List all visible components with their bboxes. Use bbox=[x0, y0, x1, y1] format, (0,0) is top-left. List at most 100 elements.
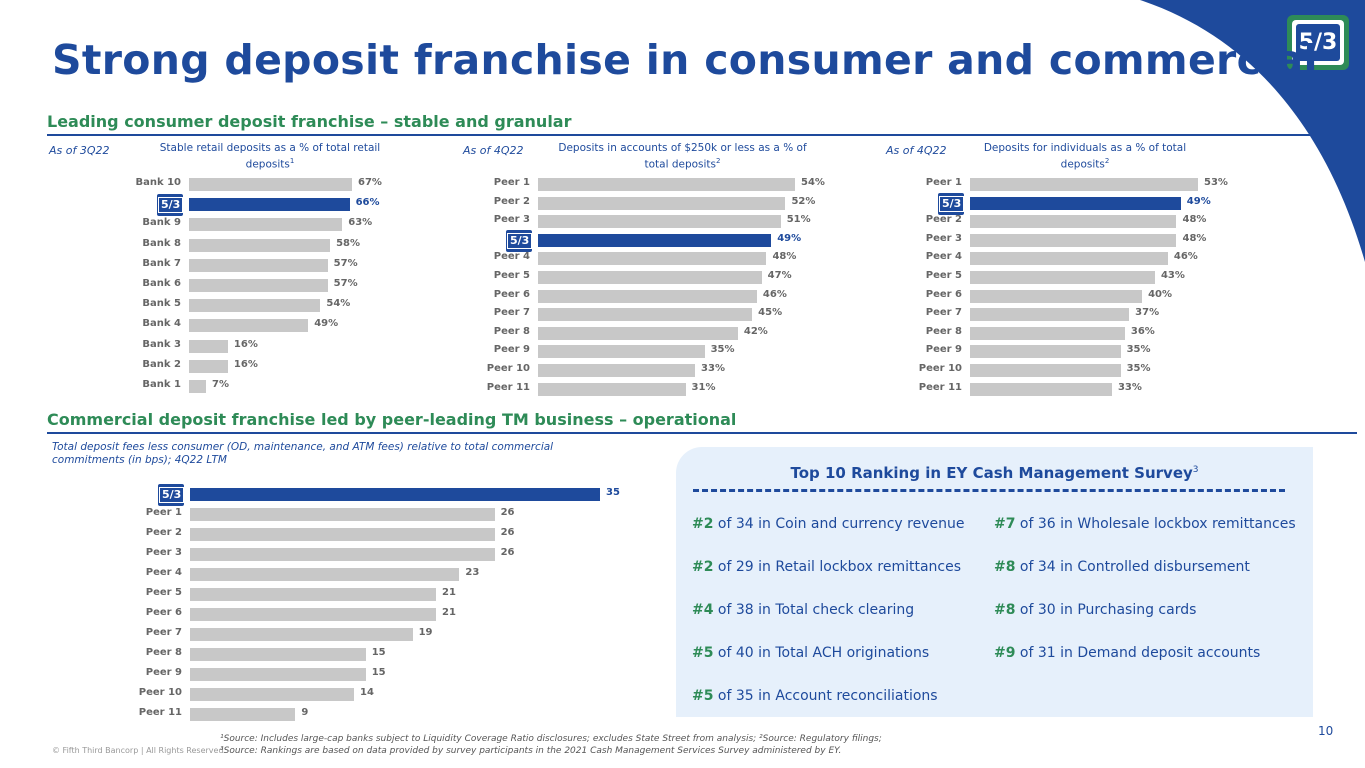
bar bbox=[538, 215, 781, 229]
survey-left-item: #5 of 40 in Total ACH originations bbox=[692, 645, 930, 661]
fifth-third-logo-icon: 5/3 bbox=[158, 484, 185, 506]
bar-value-label: 31% bbox=[691, 381, 716, 393]
bar bbox=[538, 345, 705, 359]
bar bbox=[189, 258, 328, 272]
bar-label: Peer 4 bbox=[925, 251, 962, 263]
page-number: 10 bbox=[1318, 724, 1334, 738]
bar bbox=[190, 688, 354, 701]
survey-left-item: #4 of 38 in Total check clearing bbox=[692, 602, 915, 618]
bar-label: Peer 3 bbox=[493, 214, 530, 226]
fifth-third-logo: 5/3 bbox=[1287, 15, 1349, 70]
bar-label: Peer 4 bbox=[493, 251, 530, 263]
bar-label: Bank 7 bbox=[142, 257, 181, 269]
bar bbox=[970, 326, 1125, 340]
bar-label: Bank 5 bbox=[142, 298, 181, 310]
commercial-section-rule bbox=[47, 432, 1357, 434]
bar bbox=[970, 289, 1143, 303]
chart2-as-of: As of 4Q22 bbox=[463, 144, 524, 157]
bar-value-label: 23 bbox=[465, 567, 480, 578]
bar-label: Peer 2 bbox=[925, 214, 962, 226]
bar-label: Peer 11 bbox=[138, 707, 182, 718]
bar bbox=[970, 178, 1198, 191]
bar-value-label: 16% bbox=[233, 358, 258, 370]
bar-label: Bank 10 bbox=[135, 177, 181, 188]
bar-label: Bank 4 bbox=[142, 318, 181, 330]
bar-label: Peer 8 bbox=[493, 325, 530, 337]
bar-label: Bank 9 bbox=[142, 217, 181, 229]
bar-label: Peer 10 bbox=[918, 363, 962, 374]
bar bbox=[189, 178, 352, 191]
bar-value-label: 35% bbox=[1126, 344, 1151, 356]
bar-value-label: 33% bbox=[1117, 381, 1142, 393]
chart3-subtitle: Deposits for individuals as a % of total… bbox=[983, 142, 1187, 171]
bar-label: Peer 3 bbox=[145, 547, 182, 558]
bar-label: Peer 9 bbox=[493, 344, 530, 356]
bar-label: Peer 1 bbox=[493, 177, 530, 188]
fifth-third-logo-icon: 5/3 bbox=[157, 194, 184, 217]
bar-value-label: 54% bbox=[326, 298, 351, 310]
fifth-third-logo-icon: 5/3 bbox=[938, 192, 965, 215]
survey-right-item: #9 of 31 in Demand deposit accounts bbox=[994, 645, 1261, 661]
bar-label: Peer 8 bbox=[925, 325, 962, 337]
bar bbox=[189, 279, 328, 292]
footnote-line-2: ³Source: Rankings are based on data prov… bbox=[220, 746, 842, 756]
bar-value-label: 9 bbox=[301, 707, 309, 718]
bar-value-label: 26 bbox=[500, 507, 515, 518]
survey-title: Top 10 Ranking in EY Cash Management Sur… bbox=[790, 464, 1199, 482]
bar-label: Bank 3 bbox=[142, 338, 181, 350]
bar-label: Peer 5 bbox=[493, 270, 530, 281]
bar-label: Peer 4 bbox=[145, 567, 182, 578]
logo-badge-text: 5/3 bbox=[158, 197, 184, 214]
footnote-line-1: ¹Source: Includes large-cap banks subjec… bbox=[220, 734, 882, 744]
bar bbox=[538, 308, 753, 322]
consumer-section-title: Leading consumer deposit franchise – sta… bbox=[47, 112, 572, 131]
bar-value-label: 35% bbox=[1126, 363, 1151, 374]
bar-value-label: 57% bbox=[333, 257, 358, 269]
bar-label: Peer 2 bbox=[493, 195, 530, 207]
bar-value-label: 33% bbox=[701, 363, 725, 374]
bar-value-label: 26 bbox=[500, 547, 515, 558]
bar-value-label: 14 bbox=[360, 687, 374, 698]
bar bbox=[190, 648, 366, 661]
bar-value-label: 36% bbox=[1130, 325, 1155, 337]
bar-label: Peer 6 bbox=[925, 288, 962, 300]
bar bbox=[538, 271, 762, 284]
bar bbox=[970, 364, 1121, 377]
bar-value-label: 35% bbox=[710, 344, 735, 356]
bar bbox=[190, 528, 495, 541]
bar bbox=[189, 380, 207, 393]
chart3-as-of: As of 4Q22 bbox=[886, 144, 947, 157]
bar-label: Peer 3 bbox=[925, 232, 962, 244]
bar-value-label: 15 bbox=[371, 647, 386, 658]
bar bbox=[538, 326, 738, 340]
bar-label: Peer 7 bbox=[145, 627, 182, 638]
bar-label: Peer 5 bbox=[145, 587, 182, 598]
bar bbox=[970, 271, 1155, 284]
survey-right-item: #8 of 30 in Purchasing cards bbox=[994, 602, 1197, 618]
bar-label: Peer 1 bbox=[925, 177, 962, 188]
survey-left-item: #5 of 35 in Account reconciliations bbox=[692, 688, 938, 704]
bar bbox=[538, 252, 767, 266]
bar bbox=[970, 252, 1168, 266]
bar-value-label: 49% bbox=[1186, 195, 1211, 207]
bar-value-label: 57% bbox=[333, 278, 358, 289]
bar-label: Bank 1 bbox=[142, 379, 181, 390]
commercial-section-title: Commercial deposit franchise led by peer… bbox=[47, 410, 737, 429]
consumer-section-rule bbox=[47, 134, 1357, 136]
bar-label: Bank 8 bbox=[142, 237, 181, 249]
bar-value-label: 46% bbox=[1173, 251, 1198, 263]
bar-value-label: 21 bbox=[442, 587, 456, 598]
bar-label: Peer 10 bbox=[486, 363, 530, 374]
bar-label: Peer 10 bbox=[138, 687, 182, 698]
bar-value-label: 47% bbox=[767, 270, 792, 281]
bar-value-label: 66% bbox=[355, 197, 380, 209]
bar-highlight bbox=[189, 198, 350, 212]
survey-divider bbox=[693, 489, 1285, 492]
bar bbox=[189, 299, 321, 313]
bar-value-label: 67% bbox=[358, 177, 382, 188]
bar-value-label: 35 bbox=[606, 487, 620, 498]
bar bbox=[190, 608, 436, 621]
bar-value-label: 26 bbox=[500, 527, 515, 538]
logo-badge-text: 5/3 bbox=[507, 232, 533, 249]
page-title: Strong deposit franchise in consumer and… bbox=[52, 36, 1318, 84]
